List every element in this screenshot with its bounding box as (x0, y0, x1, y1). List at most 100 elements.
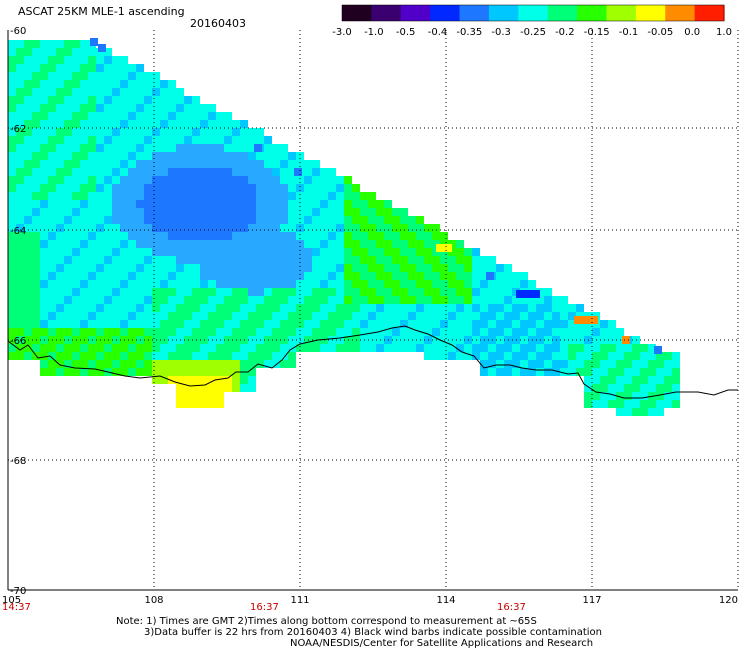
swath-cell (152, 352, 160, 360)
swath-cell (136, 232, 144, 240)
swath-cell (456, 272, 464, 280)
swath-cell (288, 208, 296, 216)
swath-cell (8, 240, 16, 248)
swath-cell (24, 160, 32, 168)
swath-cell (560, 296, 568, 304)
swath-cell (32, 344, 40, 352)
swath-cell (208, 216, 216, 224)
swath-cell (280, 256, 288, 264)
swath-cell (96, 120, 104, 128)
swath-cell (184, 144, 192, 152)
swath-cell (240, 384, 248, 392)
swath-cell (320, 224, 328, 232)
swath-cell (264, 176, 272, 184)
swath-cell (352, 304, 360, 312)
swath-cell (472, 296, 480, 304)
swath-cell (120, 176, 128, 184)
swath-cell (48, 312, 56, 320)
swath-cell (104, 216, 112, 224)
swath-cell (160, 200, 168, 208)
swath-cell (152, 96, 160, 104)
swath-cell (488, 368, 496, 376)
swath-cell (16, 304, 24, 312)
swath-cell (64, 160, 72, 168)
swath-cell (96, 280, 104, 288)
swath-cell (272, 232, 280, 240)
swath-cell (64, 128, 72, 136)
swath-cell (72, 352, 80, 360)
swath-cell (384, 264, 392, 272)
swath-cell (304, 328, 312, 336)
swath-cell (456, 320, 464, 328)
swath-cell (392, 240, 400, 248)
swath-cell (464, 248, 472, 256)
swath-cell (40, 120, 48, 128)
swath-cell (184, 272, 192, 280)
swath-cell (88, 72, 96, 80)
swath-cell (80, 200, 88, 208)
swath-cell (272, 256, 280, 264)
swath-cell (184, 296, 192, 304)
swath-cell (136, 72, 144, 80)
swath-cell (456, 248, 464, 256)
swath-cell (48, 224, 56, 232)
swath-cell (8, 128, 16, 136)
swath-cell (72, 296, 80, 304)
swath-cell (344, 232, 352, 240)
swath-cell (112, 216, 120, 224)
swath-cell (264, 216, 272, 224)
swath-cell (320, 280, 328, 288)
swath-cell (112, 192, 120, 200)
swath-cell (168, 176, 176, 184)
swath-cell (304, 200, 312, 208)
swath-cell (336, 224, 344, 232)
swath-cell (48, 320, 56, 328)
swath-cell (224, 352, 232, 360)
swath-cell (152, 144, 160, 152)
swath-cell (240, 376, 248, 384)
swath-cell (16, 200, 24, 208)
swath-cell (48, 232, 56, 240)
swath-cell (208, 248, 216, 256)
swath-cell (480, 320, 488, 328)
swath-cell (352, 184, 360, 192)
swath-cell (128, 352, 136, 360)
swath-cell (624, 376, 632, 384)
swath-cell (8, 216, 16, 224)
swath-cell (40, 48, 48, 56)
swath-cell (488, 328, 496, 336)
swath-cell (96, 248, 104, 256)
swath-cell (200, 368, 208, 376)
swath-cell (160, 112, 168, 120)
swath-cell (176, 288, 184, 296)
swath-cell (184, 200, 192, 208)
swath-cell (184, 184, 192, 192)
swath-cell (352, 320, 360, 328)
swath-cell (56, 56, 64, 64)
swath-cell (408, 280, 416, 288)
swath-cell (232, 200, 240, 208)
swath-cell (248, 280, 256, 288)
swath-cell (80, 144, 88, 152)
swath-cell (392, 264, 400, 272)
swath-cell (168, 312, 176, 320)
swath-cell (280, 168, 288, 176)
swath-cell (160, 344, 168, 352)
swath-cell (432, 264, 440, 272)
swath-cell (280, 344, 288, 352)
swath-cell (344, 240, 352, 248)
swath-cell (296, 344, 304, 352)
swath-cell (256, 288, 264, 296)
swath-cell (16, 264, 24, 272)
swath-cell (456, 328, 464, 336)
swath-cell (216, 280, 224, 288)
swath-cell (312, 264, 320, 272)
swath-cell (184, 232, 192, 240)
swath-cell (352, 248, 360, 256)
swath-cell (280, 176, 288, 184)
swath-cell (248, 376, 256, 384)
swath-cell (152, 160, 160, 168)
swath-cell (288, 240, 296, 248)
swath-cell (32, 296, 40, 304)
swath-cell (88, 224, 96, 232)
